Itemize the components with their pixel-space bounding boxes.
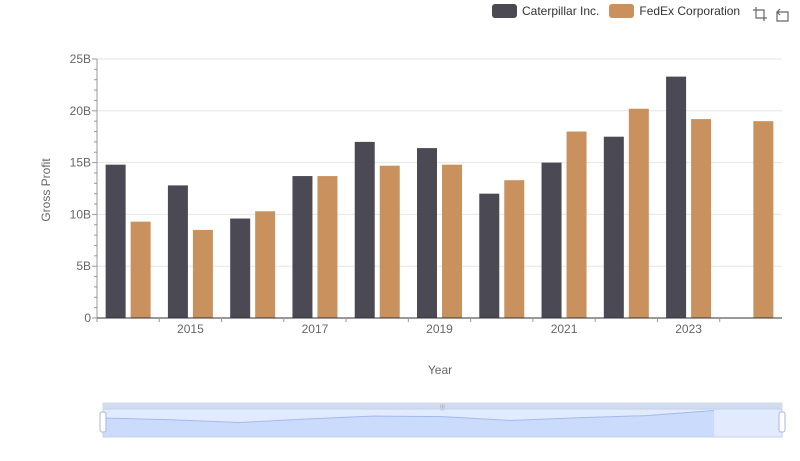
legend-swatch-caterpillar bbox=[492, 4, 517, 18]
x-axis-label: Year bbox=[428, 363, 452, 377]
slider-preview-area bbox=[103, 410, 715, 437]
y-tick-label: 0 bbox=[84, 311, 91, 325]
y-tick-label: 5B bbox=[76, 259, 91, 273]
restore-icon[interactable] bbox=[774, 6, 790, 22]
zoom-icon[interactable] bbox=[752, 6, 768, 22]
bar-fedex-2023[interactable] bbox=[691, 119, 712, 318]
x-tick-label: 2023 bbox=[675, 322, 702, 336]
axes: 0 5B 10B 15B 20B 25B 2015 2017 2019 2021 2023 bbox=[70, 52, 782, 336]
bar-fedex-2015[interactable] bbox=[192, 229, 213, 318]
bar-caterpillar-2018[interactable] bbox=[354, 141, 375, 318]
bar-caterpillar-2023[interactable] bbox=[666, 76, 687, 318]
bar-caterpillar-2017[interactable] bbox=[292, 176, 313, 318]
bar-fedex-2019[interactable] bbox=[442, 164, 462, 318]
y-tick-label: 10B bbox=[70, 207, 91, 221]
slider-handle-right[interactable] bbox=[778, 411, 786, 433]
bar-caterpillar-2019[interactable] bbox=[417, 148, 437, 318]
data-zoom-slider[interactable]: ||| bbox=[99, 402, 786, 438]
y-tick-label: 15B bbox=[70, 156, 91, 170]
y-tick-label: 20B bbox=[70, 104, 91, 118]
bar-fedex-2020[interactable] bbox=[504, 180, 525, 318]
bar-caterpillar-2022[interactable] bbox=[603, 136, 624, 318]
bar-fedex-2022[interactable] bbox=[628, 108, 649, 318]
toolbox bbox=[746, 6, 790, 22]
bar-fedex-2021[interactable] bbox=[566, 131, 587, 318]
slider-selection[interactable] bbox=[102, 408, 783, 438]
legend-item-caterpillar[interactable]: Caterpillar Inc. bbox=[492, 4, 599, 18]
x-tick-label: 2021 bbox=[551, 322, 578, 336]
x-tick-label: 2015 bbox=[177, 322, 204, 336]
bar-fedex-2016[interactable] bbox=[255, 211, 276, 318]
bar-fedex-2014[interactable] bbox=[130, 221, 151, 318]
x-tick-label: 2017 bbox=[302, 322, 329, 336]
bar-caterpillar-2020[interactable] bbox=[479, 193, 500, 318]
slider-handle-left[interactable] bbox=[99, 411, 107, 433]
bars bbox=[105, 76, 774, 318]
bar-caterpillar-2016[interactable] bbox=[230, 218, 251, 318]
bar-fedex-2024[interactable] bbox=[753, 121, 774, 318]
legend-label-caterpillar: Caterpillar Inc. bbox=[522, 4, 600, 18]
legend-label-fedex: FedEx Corporation bbox=[639, 4, 741, 18]
y-tick-label: 25B bbox=[70, 52, 91, 66]
bar-fedex-2018[interactable] bbox=[379, 165, 400, 318]
x-tick-label: 2019 bbox=[426, 322, 453, 336]
y-axis-label: Gross Profit bbox=[39, 158, 53, 222]
slider-preview-line bbox=[102, 409, 715, 424]
legend-item-fedex[interactable]: FedEx Corporation bbox=[609, 4, 740, 18]
bar-caterpillar-2015[interactable] bbox=[167, 185, 188, 318]
legend-swatch-fedex bbox=[609, 4, 635, 18]
legend: Caterpillar Inc. FedEx Corporation bbox=[492, 4, 750, 18]
slider-top-bar[interactable] bbox=[103, 403, 782, 409]
bar-caterpillar-2014[interactable] bbox=[105, 164, 126, 318]
bar-fedex-2017[interactable] bbox=[317, 176, 338, 318]
slider-grip[interactable]: ||| bbox=[440, 405, 445, 411]
bar-caterpillar-2021[interactable] bbox=[541, 162, 562, 318]
